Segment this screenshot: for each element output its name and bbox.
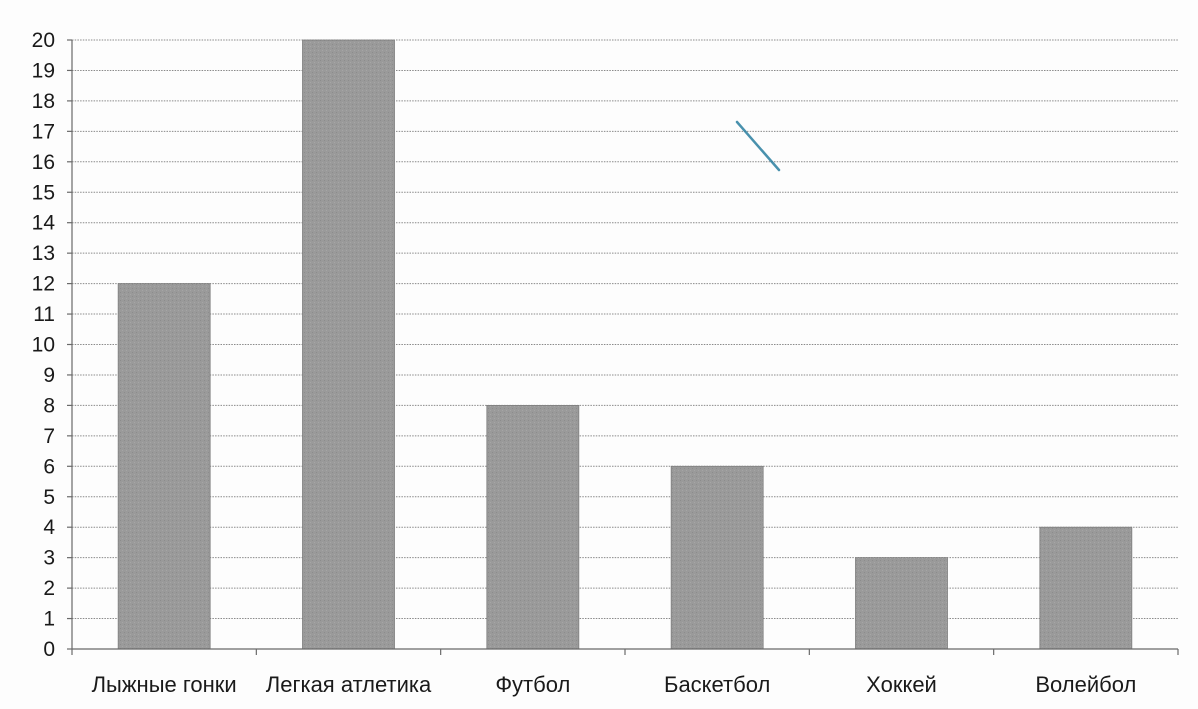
y-tick-label: 18 [32,90,55,113]
y-tick-label: 2 [43,577,55,600]
y-tick-label: 20 [32,29,55,52]
y-tick-label: 11 [33,303,55,326]
bar-2 [302,39,395,650]
y-tick-label: 3 [43,547,55,570]
y-tick-label: 5 [43,486,55,509]
y-tick-label: 9 [43,364,55,387]
y-tick-label: 12 [32,273,55,296]
y-tick-label: 13 [32,242,55,265]
y-tick-label: 15 [32,181,55,204]
y-tick-label: 4 [43,516,55,539]
x-tick-label: Хоккей [866,672,937,697]
bar-3 [486,404,580,650]
axes [67,39,1179,655]
x-tick-label: Футбол [495,672,570,697]
y-tick-label: 19 [32,59,55,82]
x-tick-label: Легкая атлетика [266,672,432,697]
y-tick-label: 1 [43,608,55,631]
y-tick-label: 16 [32,151,55,174]
bar-1 [117,283,211,650]
gridlines [72,39,1178,620]
y-tick-label: 8 [43,394,55,417]
y-tick-label: 14 [32,212,56,235]
x-tick-label: Волейбол [1035,672,1136,697]
y-tick-label: 6 [43,455,55,478]
bar-5 [855,557,948,650]
bar-4 [670,465,764,650]
pen-mark [735,120,781,172]
x-tick-labels: Лыжные гонки Легкая атлетика Футбол Баскетб… [92,672,1137,697]
x-tick-label: Лыжные гонки [92,672,237,697]
bars [117,39,1133,650]
y-tick-label: 17 [32,120,55,143]
y-tick-label: 10 [32,334,55,357]
x-tick-label: Баскетбол [664,672,770,697]
y-tick-label: 7 [43,425,55,448]
bar-6 [1039,526,1133,650]
y-tick-label: 0 [43,638,55,661]
